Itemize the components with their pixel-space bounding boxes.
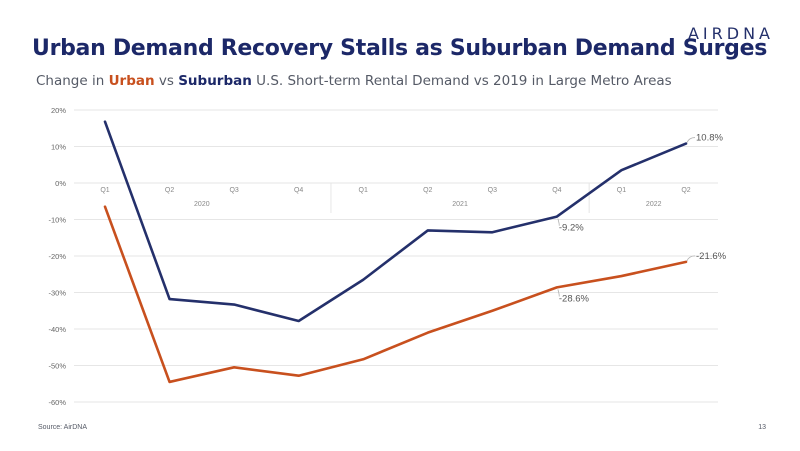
x-tick-label: Q1 bbox=[100, 187, 109, 194]
data-label: 10.8% bbox=[696, 133, 723, 144]
source-note: Source: AirDNA bbox=[38, 424, 88, 431]
airdna-logo: AIRDNA bbox=[687, 24, 774, 43]
y-tick-label: 20% bbox=[51, 106, 66, 115]
y-tick-label: -10% bbox=[48, 216, 66, 225]
subtitle-urban: Urban bbox=[108, 73, 155, 89]
subtitle-suburban: Suburban bbox=[178, 73, 252, 89]
y-tick-label: 0% bbox=[55, 179, 66, 188]
page-title: Urban Demand Recovery Stalls as Suburban… bbox=[32, 36, 768, 61]
y-tick-label: -20% bbox=[48, 252, 66, 261]
suburban-series-line bbox=[103, 120, 688, 323]
page-number: 13 bbox=[758, 424, 766, 431]
year-group-label: 2020 bbox=[194, 201, 210, 208]
data-label: -28.6% bbox=[559, 293, 590, 304]
data-label-leader bbox=[686, 137, 696, 143]
subtitle-vs: vs bbox=[154, 73, 179, 89]
year-group-label: 2021 bbox=[452, 201, 468, 208]
x-tick-label: Q2 bbox=[681, 187, 690, 194]
y-tick-label: -50% bbox=[48, 362, 66, 371]
data-label: -21.6% bbox=[696, 251, 727, 262]
y-tick-label: -60% bbox=[48, 398, 66, 407]
data-label-leader bbox=[686, 255, 696, 262]
x-tick-label: Q1 bbox=[617, 187, 626, 194]
data-label-leader bbox=[557, 218, 560, 226]
x-tick-label: Q2 bbox=[423, 187, 432, 194]
chart-subtitle: Change in Urban vs Suburban U.S. Short-t… bbox=[36, 73, 672, 89]
data-label: -9.2% bbox=[559, 223, 584, 234]
x-tick-label: Q2 bbox=[165, 187, 174, 194]
x-tick-label: Q4 bbox=[294, 187, 303, 194]
y-tick-label: -30% bbox=[48, 289, 66, 298]
y-tick-label: 10% bbox=[51, 143, 66, 152]
y-tick-label: -40% bbox=[48, 325, 66, 334]
data-label-leader bbox=[557, 289, 560, 297]
x-tick-label: Q1 bbox=[359, 187, 368, 194]
x-tick-label: Q4 bbox=[552, 187, 561, 194]
subtitle-prefix: Change in bbox=[36, 73, 109, 89]
x-tick-label: Q3 bbox=[229, 187, 238, 194]
x-tick-label: Q3 bbox=[488, 187, 497, 194]
subtitle-suffix: U.S. Short-term Rental Demand vs 2019 in… bbox=[251, 73, 672, 89]
year-group-label: 2022 bbox=[646, 201, 662, 208]
urban-series-line bbox=[103, 205, 688, 384]
